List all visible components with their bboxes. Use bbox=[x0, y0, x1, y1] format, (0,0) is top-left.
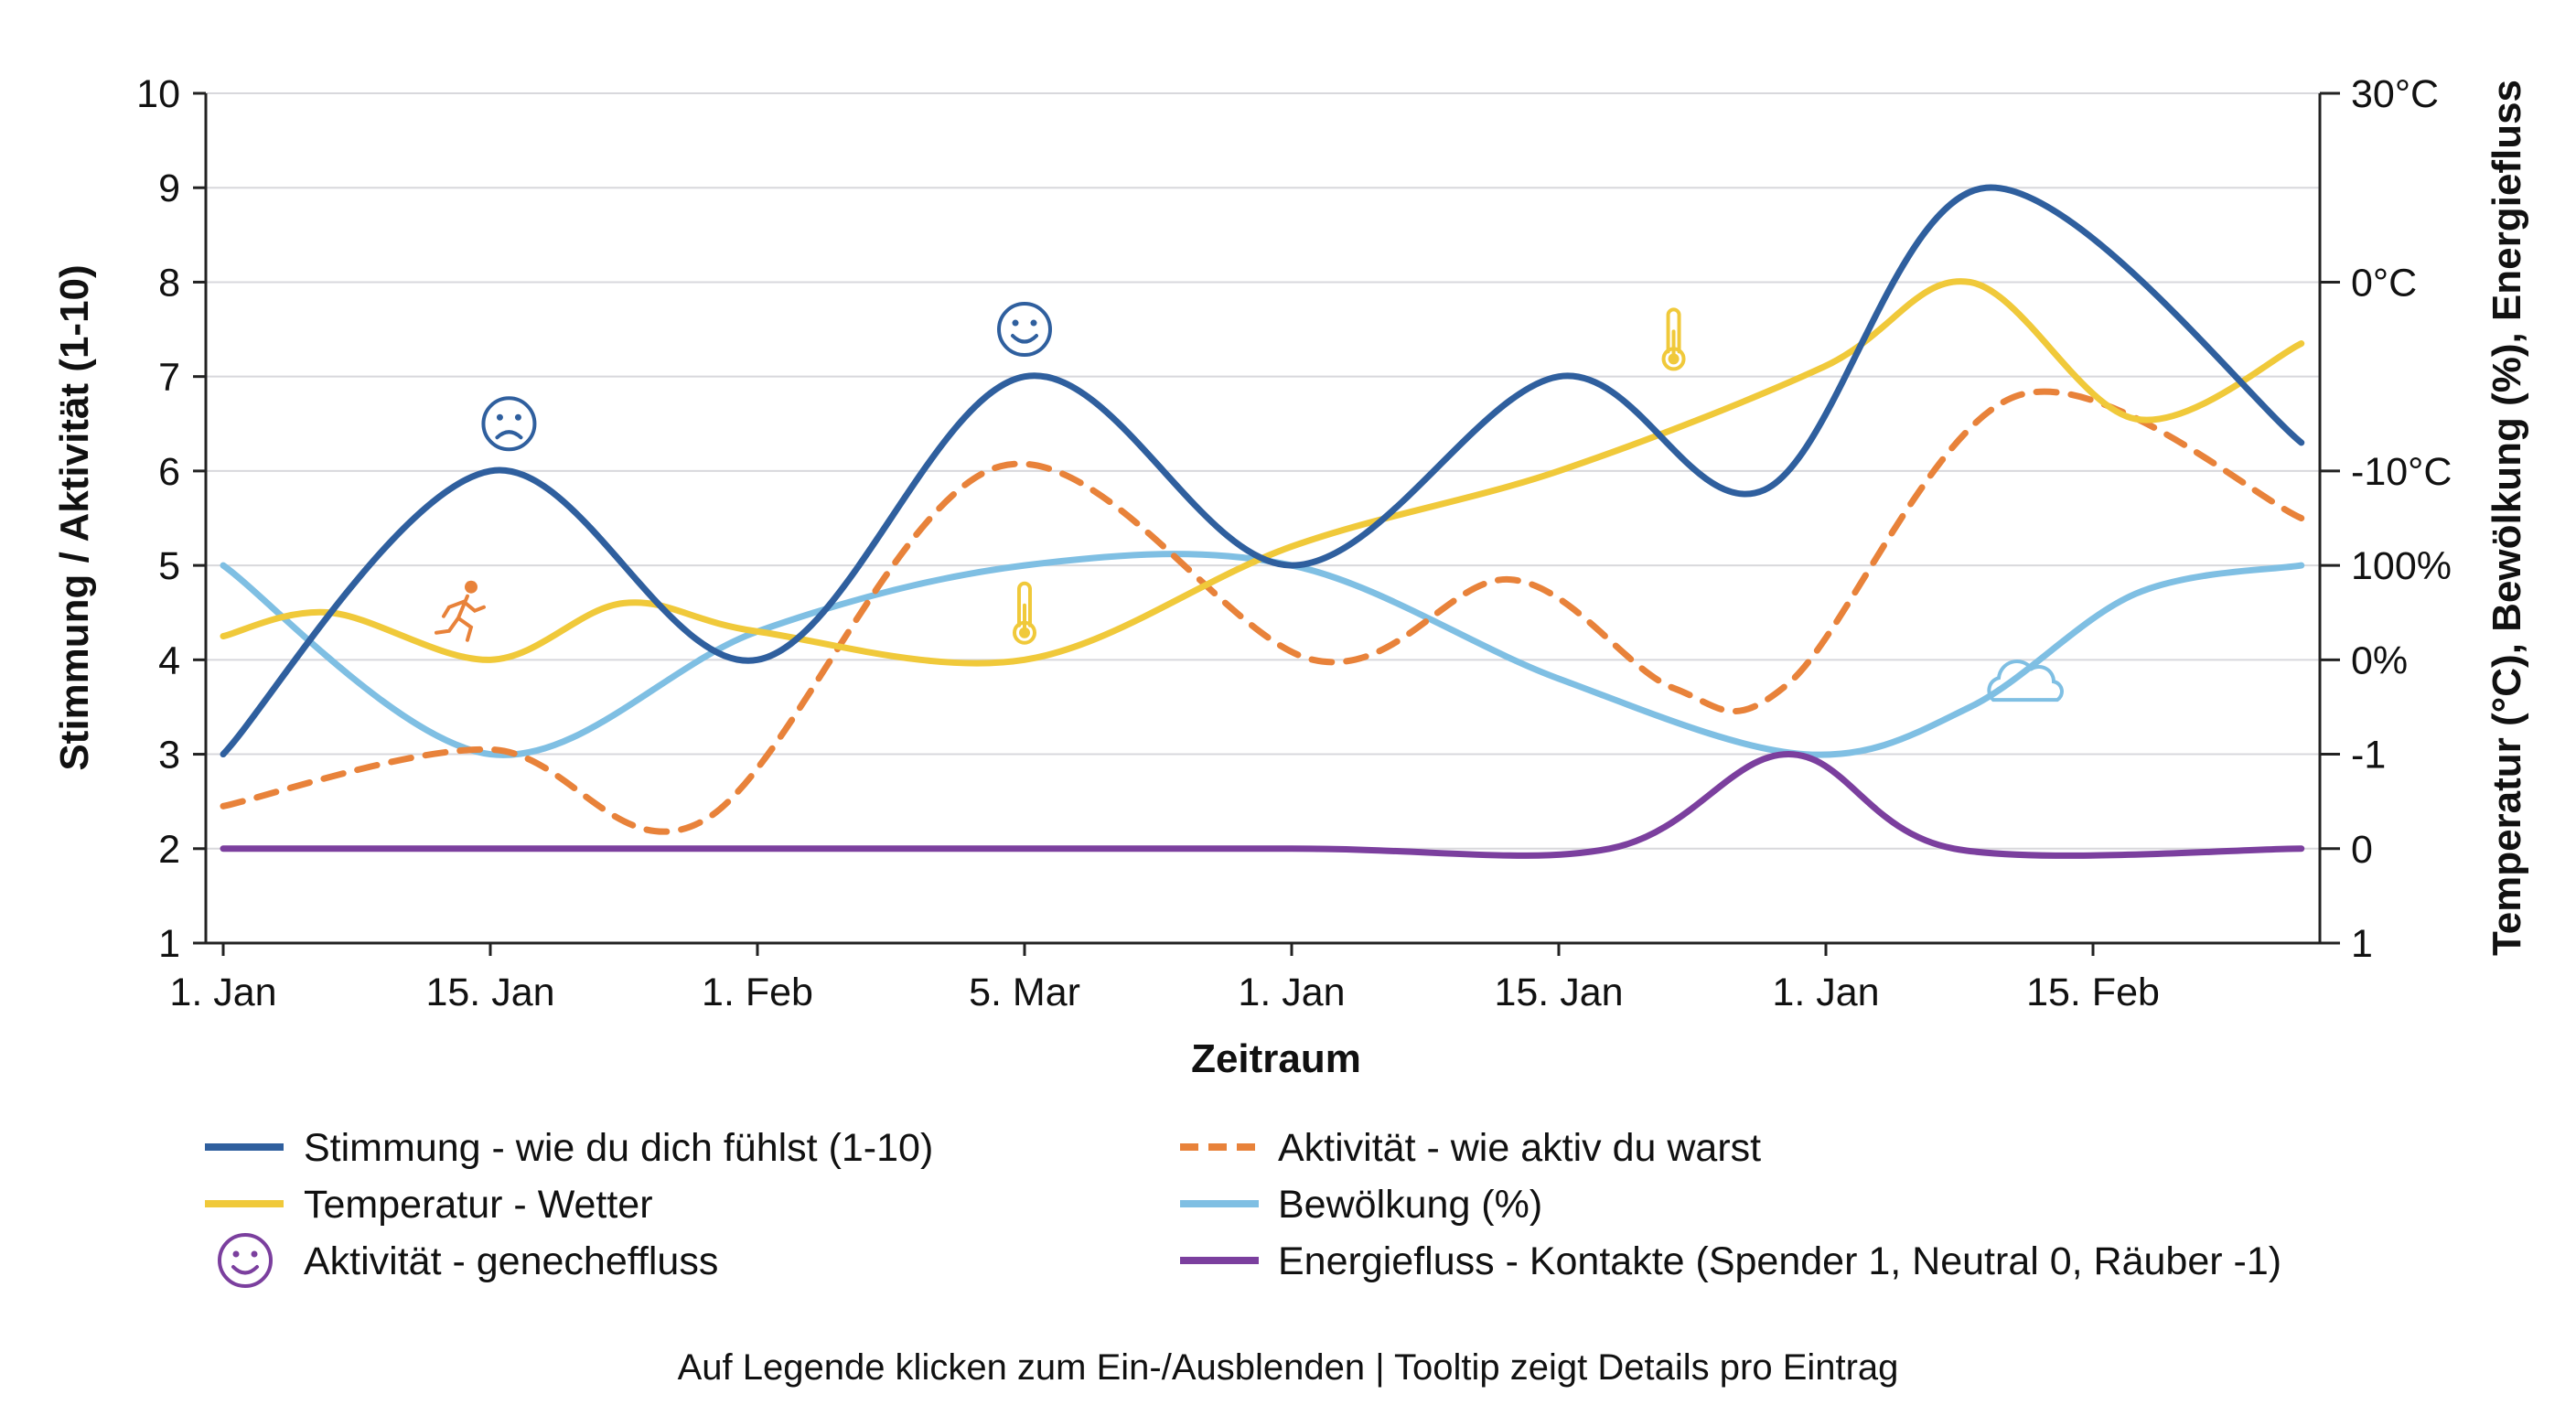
eye bbox=[514, 413, 521, 421]
thermometer-icon bbox=[1661, 307, 1686, 371]
series-line-bewoelkung[interactable] bbox=[220, 551, 2305, 758]
legend[interactable]: Stimmung - wie du dich fühlst (1-10) Akti… bbox=[205, 1126, 2281, 1288]
annotations bbox=[434, 302, 2064, 702]
face-outline bbox=[481, 396, 537, 452]
y-right-tick-label: 100% bbox=[2351, 544, 2452, 588]
y-tick-label: 1 bbox=[158, 922, 180, 966]
y-right-tick-label: -10°C bbox=[2351, 450, 2452, 494]
thermometer-icon bbox=[1013, 581, 1036, 645]
y-right-tick-label: 0 bbox=[2351, 828, 2373, 872]
legend-item-energiefluss[interactable]: Energiefluss - Kontakte (Spender 1, Neut… bbox=[1180, 1239, 2281, 1283]
y-axis-right-title: Temperatur (°C), Bewölkung (%), Energief… bbox=[2485, 80, 2529, 956]
smiley-icon bbox=[997, 302, 1052, 358]
x-tick-label: 1. Jan bbox=[169, 971, 276, 1014]
x-tick-label: 15. Feb bbox=[2026, 971, 2160, 1014]
legend-label: Stimmung - wie du dich fühlst (1-10) bbox=[304, 1126, 933, 1170]
series-line-energiefluss[interactable] bbox=[220, 751, 2305, 859]
legend-label: Bewölkung (%) bbox=[1278, 1183, 1542, 1227]
y-axis-title: Stimmung / Aktivität (1-10) bbox=[52, 264, 97, 770]
legend-label: Aktivität - wie aktiv du warst bbox=[1278, 1126, 1761, 1170]
footer-hint: Auf Legende klicken zum Ein-/Ausblenden … bbox=[678, 1347, 1899, 1388]
x-tick-label: 15. Jan bbox=[425, 971, 554, 1014]
gridlines bbox=[206, 92, 2320, 850]
tube bbox=[1666, 307, 1681, 354]
mouth bbox=[495, 430, 523, 440]
face-outline bbox=[218, 1233, 273, 1288]
y-right-tick-label: -1 bbox=[2351, 734, 2386, 778]
y-right-tick-label: 30°C bbox=[2351, 72, 2439, 116]
y-right-tick-label: 0% bbox=[2351, 638, 2408, 682]
y-tick-label: 4 bbox=[158, 638, 180, 682]
y-tick-label: 9 bbox=[158, 166, 180, 210]
series-line-temperatur[interactable] bbox=[220, 278, 2305, 667]
mouth bbox=[1011, 334, 1038, 344]
legend-item-aktivitaet[interactable]: Aktivität - wie aktiv du warst bbox=[1180, 1126, 1761, 1170]
legend-item-stimmung[interactable]: Stimmung - wie du dich fühlst (1-10) bbox=[205, 1126, 933, 1170]
legend-item-bewoelkung[interactable]: Bewölkung (%) bbox=[1180, 1183, 1542, 1227]
tube bbox=[1017, 581, 1032, 627]
legend-item-marker[interactable]: Aktivität - genecheffluss bbox=[218, 1233, 718, 1288]
y-tick-label: 10 bbox=[136, 72, 180, 116]
x-tick-label: 1. Feb bbox=[702, 971, 813, 1014]
y-tick-label: 2 bbox=[158, 828, 180, 872]
y-right-tick-label: 0°C bbox=[2351, 261, 2417, 305]
legend-item-temperatur[interactable]: Temperatur - Wetter bbox=[205, 1183, 653, 1227]
series-lines[interactable] bbox=[220, 184, 2305, 859]
mouth bbox=[231, 1265, 259, 1275]
legend-label: Temperatur - Wetter bbox=[304, 1183, 653, 1227]
eye bbox=[1012, 319, 1019, 327]
series-line-stimmung[interactable] bbox=[220, 184, 2305, 758]
sad-face-icon bbox=[481, 396, 537, 452]
smiley-icon bbox=[218, 1233, 273, 1288]
x-axis-title: Zeitraum bbox=[1191, 1036, 1361, 1081]
eye bbox=[1030, 319, 1037, 327]
axes: 1 2 3 4 5 6 7 8 9 10 30°C 0°C -10°C 100% 0% -1 0 1 1. Jan 1… bbox=[136, 72, 2452, 1014]
body bbox=[434, 594, 486, 642]
cloud-icon bbox=[1987, 660, 2064, 702]
x-tick-label: 5. Mar bbox=[969, 971, 1080, 1014]
y-tick-label: 5 bbox=[158, 544, 180, 588]
y-tick-label: 6 bbox=[158, 450, 180, 494]
legend-label: Energiefluss - Kontakte (Spender 1, Neut… bbox=[1278, 1239, 2281, 1283]
x-tick-label: 15. Jan bbox=[1494, 971, 1623, 1014]
eye bbox=[496, 413, 503, 421]
x-tick-label: 1. Jan bbox=[1772, 971, 1879, 1014]
y-tick-label: 7 bbox=[158, 356, 180, 400]
cloud bbox=[1987, 660, 2064, 702]
head bbox=[464, 580, 478, 594]
eye bbox=[251, 1250, 258, 1258]
y-tick-label: 3 bbox=[158, 734, 180, 778]
runner-icon bbox=[434, 580, 486, 642]
legend-label: Aktivität - genecheffluss bbox=[304, 1239, 718, 1283]
eye bbox=[232, 1250, 240, 1258]
face-outline bbox=[997, 302, 1052, 358]
y-right-tick-label: 1 bbox=[2351, 922, 2373, 966]
series-line-aktivitaet[interactable] bbox=[220, 388, 2305, 835]
x-tick-label: 1. Jan bbox=[1238, 971, 1345, 1014]
y-tick-label: 8 bbox=[158, 261, 180, 305]
